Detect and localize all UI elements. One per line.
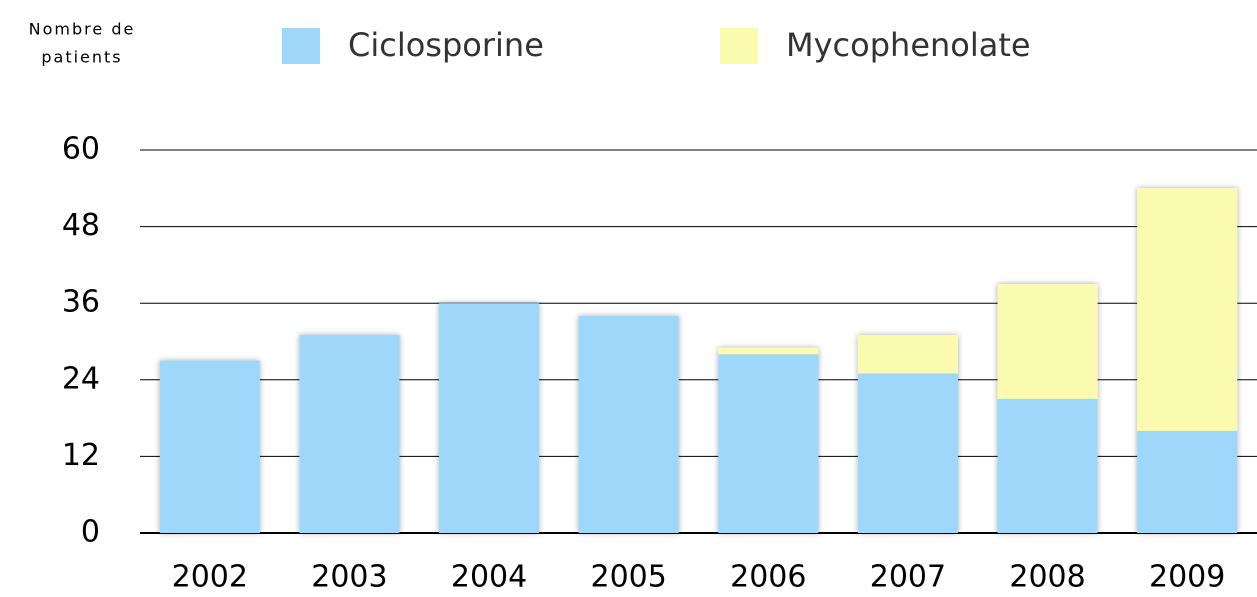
x-tick-label: 2004 [451, 560, 527, 595]
bar-group [299, 335, 400, 533]
legend-swatch [720, 28, 758, 64]
x-tick-label: 2005 [591, 560, 667, 595]
bar-segment [857, 373, 958, 533]
bar-segment [578, 315, 679, 533]
bar-segment [159, 360, 260, 533]
x-tick-label: 2008 [1009, 560, 1085, 595]
x-tick-label: 2003 [311, 560, 387, 595]
x-tick-label: 2002 [172, 560, 248, 595]
bar-segment [439, 303, 540, 533]
bar-group [578, 315, 679, 533]
y-tick-label: 60 [62, 132, 100, 167]
x-tick-label: 2007 [870, 560, 946, 595]
legend-swatch [282, 28, 320, 64]
bar-segment [857, 335, 958, 374]
x-tick-label: 2009 [1149, 560, 1225, 595]
legend-label: Mycophenolate [786, 26, 1031, 64]
bar-segment [718, 347, 819, 355]
bar-group [997, 284, 1098, 533]
bar-segment [299, 335, 400, 533]
bar-group [718, 347, 819, 533]
bar-segment [718, 354, 819, 533]
bar-segment [997, 398, 1098, 533]
bar-group [439, 303, 540, 533]
y-axis-label: patients [41, 48, 122, 67]
y-tick-label: 0 [81, 515, 100, 550]
bar-segment [997, 284, 1098, 399]
y-axis-label: Nombre de [29, 20, 136, 39]
bar-group [159, 360, 260, 533]
bar-segment [1137, 188, 1238, 431]
bar-group [857, 335, 958, 533]
y-tick-label: 12 [62, 438, 100, 473]
y-tick-label: 36 [62, 285, 100, 320]
y-tick-label: 48 [62, 208, 100, 243]
legend-label: Ciclosporine [348, 26, 544, 64]
bar-segment [1137, 430, 1238, 533]
y-tick-label: 24 [62, 361, 100, 396]
bar-group [1137, 188, 1238, 533]
x-tick-label: 2006 [730, 560, 806, 595]
